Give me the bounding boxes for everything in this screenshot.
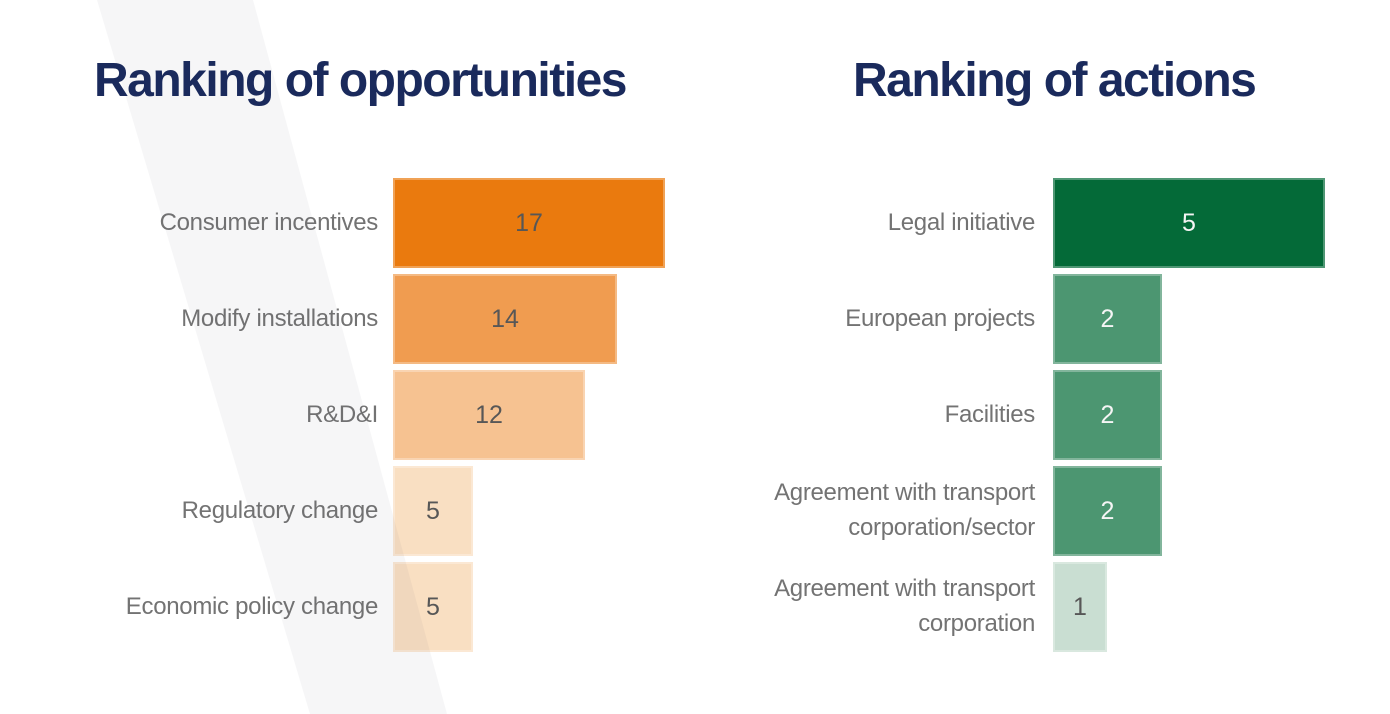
chart-row: Facilities 2: [657, 370, 1390, 460]
chart-row: Modify installations 14: [0, 274, 700, 364]
chart-row: Consumer incentives 17: [0, 178, 700, 268]
bar: 2: [1053, 466, 1162, 556]
bar: 5: [393, 466, 473, 556]
category-label: Modify installations: [181, 304, 378, 332]
chart-row: Legal initiative 5: [657, 178, 1390, 268]
value-label: 2: [1100, 304, 1115, 333]
category-label: Legal initiative: [887, 208, 1036, 236]
chart-row: Economic policy change 5: [0, 562, 700, 652]
category-label: Agreement with transport corporation: [774, 575, 1035, 637]
bar: 17: [393, 178, 665, 268]
bar: 14: [393, 274, 617, 364]
bar: 1: [1053, 562, 1107, 652]
actions-chart-title: Ranking of actions: [853, 54, 1257, 107]
bar: 5: [393, 562, 473, 652]
bar: 5: [1053, 178, 1325, 268]
value-label: 1: [1073, 592, 1087, 621]
chart-row: Regulatory change 5: [0, 466, 700, 556]
bar: 2: [1053, 370, 1162, 460]
value-label: 5: [1182, 208, 1196, 237]
category-label: R&D&I: [306, 400, 378, 428]
value-label: 5: [426, 592, 440, 621]
category-label: Economic policy change: [125, 592, 379, 620]
category-label: Regulatory change: [181, 496, 379, 524]
value-label: 14: [491, 304, 519, 333]
opportunities-bar-chart: Consumer incentives 17 Modify installation…: [0, 178, 700, 658]
chart-row: Agreement with transport corporation/sec…: [657, 466, 1390, 556]
bar: 12: [393, 370, 585, 460]
chart-row: European projects 2: [657, 274, 1390, 364]
category-label: Consumer incentives: [159, 208, 379, 236]
value-label: 17: [515, 208, 543, 237]
opportunities-chart-title: Ranking of opportunities: [94, 54, 627, 107]
chart-row: Agreement with transport corporation 1: [657, 562, 1390, 652]
category-label: European projects: [845, 304, 1035, 332]
value-label: 2: [1100, 496, 1115, 525]
chart-row: R&D&I 12: [0, 370, 700, 460]
actions-bar-chart: Legal initiative 5 European projects 2 Facil…: [657, 178, 1390, 658]
value-label: 12: [475, 400, 503, 429]
bar: 2: [1053, 274, 1162, 364]
value-label: 5: [426, 496, 440, 525]
value-label: 2: [1100, 400, 1115, 429]
category-label: Agreement with transport corporation/sec…: [774, 479, 1035, 541]
category-label: Facilities: [944, 400, 1036, 428]
